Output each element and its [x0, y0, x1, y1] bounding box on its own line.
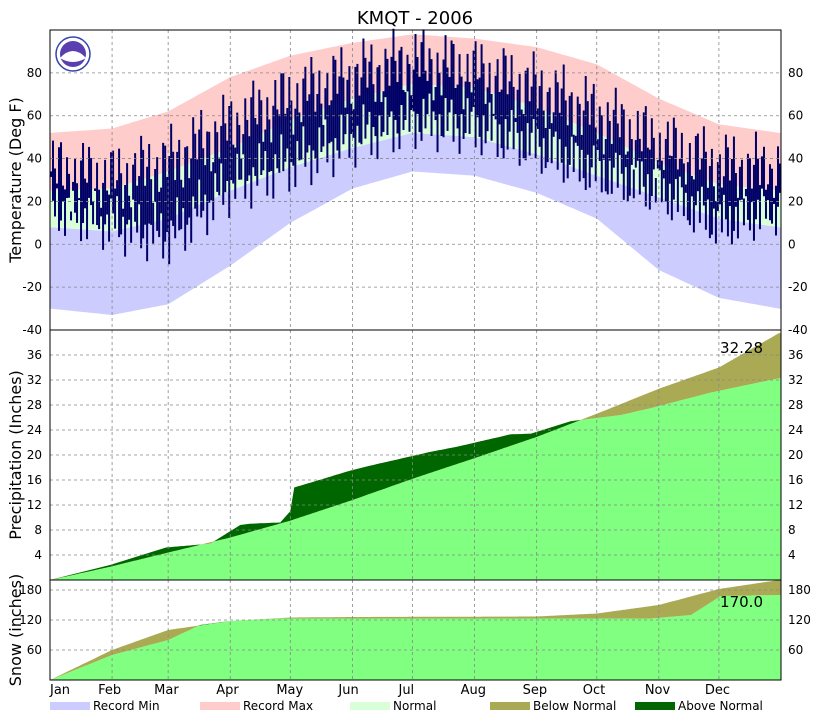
- legend-item: Record Max: [200, 697, 313, 715]
- precipitation-observed-area: [50, 378, 781, 580]
- snow-ylabel: Snow (inches): [6, 574, 25, 686]
- snow-ytick-right: 180: [788, 583, 811, 597]
- precipitation-ytick-left: 36: [27, 348, 42, 362]
- legend-item: Above Normal: [635, 697, 763, 715]
- month-label: Aug: [461, 683, 486, 698]
- legend-label: Above Normal: [678, 699, 763, 713]
- month-label: Jul: [397, 683, 414, 698]
- snow-ytick-left: 180: [19, 583, 42, 597]
- precipitation-above-normal-area: [50, 333, 781, 580]
- legend-swatch: [350, 702, 390, 710]
- record-max-area: [50, 34, 781, 191]
- legend-swatch: [50, 702, 90, 710]
- precipitation-ytick-right: 12: [788, 498, 803, 512]
- precipitation-ytick-left: 16: [27, 473, 42, 487]
- snow-frame: [49, 579, 782, 681]
- record-min-area: [50, 132, 781, 315]
- precipitation-ytick-left: 24: [27, 423, 42, 437]
- month-label: Nov: [645, 683, 671, 698]
- temperature-ytick-right: -20: [788, 280, 808, 294]
- precipitation-ytick-right: 28: [788, 398, 803, 412]
- temperature-ytick-left: -40: [22, 323, 42, 337]
- temperature-ytick-left: 40: [27, 152, 42, 166]
- month-label: Oct: [583, 683, 605, 698]
- precipitation-ytick-right: 4: [788, 548, 796, 562]
- precipitation-ytick-right: 24: [788, 423, 803, 437]
- legend-swatch: [635, 702, 675, 710]
- precipitation-ytick-right: 20: [788, 448, 803, 462]
- month-label: Dec: [705, 683, 730, 698]
- month-label: Jan: [49, 683, 70, 698]
- chart-title: KMQT - 2006: [357, 8, 473, 29]
- temperature-ytick-left: -20: [22, 280, 42, 294]
- precipitation-grid: [50, 330, 781, 580]
- legend: Record Min Record Max Normal Below Normal Ab…: [0, 697, 830, 717]
- legend-item: Normal: [350, 697, 436, 715]
- snow-ytick-left: 60: [27, 643, 42, 657]
- month-label: May: [276, 683, 303, 698]
- temperature-ytick-left: 0: [34, 237, 42, 251]
- precipitation-ytick-right: 36: [788, 348, 803, 362]
- snow-ytick-right: 60: [788, 643, 803, 657]
- temperature-ytick-right: 0: [788, 237, 796, 251]
- snow-grid: [50, 580, 781, 680]
- month-label: Sep: [523, 683, 548, 698]
- legend-label: Below Normal: [533, 699, 617, 713]
- snow-total-label: 170.0: [720, 593, 763, 611]
- precipitation-ytick-right: 8: [788, 523, 796, 537]
- precipitation-ytick-left: 32: [27, 373, 42, 387]
- precipitation-ytick-right: 32: [788, 373, 803, 387]
- precipitation-ylabel: Precipitation (Inches): [6, 370, 25, 540]
- temperature-ylabel: Temperature (Deg F): [6, 97, 25, 264]
- legend-label: Record Max: [243, 699, 314, 713]
- temperature-ytick-left: 80: [27, 66, 42, 80]
- temperature-ytick-right: 80: [788, 66, 803, 80]
- temperature-ytick-right: -40: [788, 323, 808, 337]
- month-label: Mar: [154, 683, 179, 698]
- precipitation-ytick-left: 4: [34, 548, 42, 562]
- snow-ytick-left: 120: [19, 613, 42, 627]
- x-axis-labels: Jan Feb Mar Apr May Jun Jul Aug Sep Oct Nov Dec: [49, 683, 730, 698]
- observed-temp-bars: [50, 28, 781, 265]
- precipitation-ytick-left: 20: [27, 448, 42, 462]
- precipitation-ytick-left: 8: [34, 523, 42, 537]
- temperature-ytick-left: 60: [27, 109, 42, 123]
- temperature-ytick-right: 40: [788, 152, 803, 166]
- panel-temperature: -40 -40 -20 -20 0 0 20 20 40 40 60 60 80 80 Temperatur…: [6, 28, 808, 337]
- legend-item: Record Min: [50, 697, 160, 715]
- legend-item: Below Normal: [490, 697, 616, 715]
- legend-label: Normal: [393, 699, 437, 713]
- legend-label: Record Min: [93, 699, 160, 713]
- month-label: Apr: [216, 683, 239, 698]
- legend-swatch: [490, 702, 530, 710]
- precipitation-ytick-right: 16: [788, 473, 803, 487]
- month-label: Jun: [337, 683, 358, 698]
- month-label: Feb: [98, 683, 121, 698]
- temperature-ytick-left: 20: [27, 194, 42, 208]
- temperature-ytick-right: 20: [788, 194, 803, 208]
- snow-ytick-right: 120: [788, 613, 811, 627]
- precipitation-ytick-left: 12: [27, 498, 42, 512]
- precipitation-ytick-left: 28: [27, 398, 42, 412]
- precipitation-total-label: 32.28: [720, 339, 763, 357]
- temperature-ytick-right: 60: [788, 109, 803, 123]
- noaa-logo: [55, 36, 91, 72]
- legend-swatch: [200, 702, 240, 710]
- snow-observed-area: [50, 595, 781, 680]
